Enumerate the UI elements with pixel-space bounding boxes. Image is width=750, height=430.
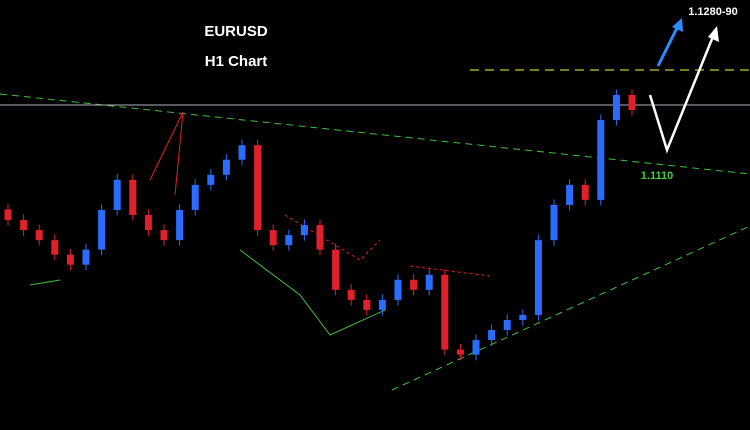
trend-line (391, 225, 750, 391)
candle-body (566, 184, 574, 205)
candle-body (113, 179, 121, 210)
candle-body (191, 184, 199, 210)
candle-body (425, 274, 433, 290)
candle-body (254, 145, 262, 231)
candle-body (347, 289, 355, 300)
candle-body (503, 319, 511, 331)
trend-line (0, 93, 750, 175)
candle-body (269, 230, 277, 246)
candle-body (82, 249, 90, 265)
candle-body (300, 225, 308, 236)
candle-body (51, 240, 59, 255)
pattern-line (239, 249, 386, 336)
pattern-line (149, 111, 184, 196)
pattern-line (29, 279, 61, 286)
candle-body (222, 159, 230, 175)
candle-body (534, 240, 542, 315)
pattern-line (409, 265, 491, 277)
candle-body (238, 145, 246, 160)
candle-body (472, 340, 480, 355)
candle-body (35, 230, 43, 241)
candle-body (98, 209, 106, 250)
chart-title: EURUSD (204, 23, 268, 40)
candle-body (628, 94, 636, 111)
candle-body (332, 249, 340, 290)
candle-body (363, 299, 371, 310)
candle-body (129, 179, 137, 215)
candle-body (66, 254, 74, 265)
target-label: 1.1280-90 (688, 6, 738, 18)
candle-body (378, 299, 386, 310)
candle-body (207, 174, 215, 185)
candle-body (488, 330, 496, 341)
candle-body (144, 215, 152, 231)
candle-body (612, 94, 620, 121)
candle-body (456, 349, 464, 355)
arrow-head (672, 18, 683, 32)
candle-body (285, 235, 293, 246)
candle-body (176, 209, 184, 241)
candles (4, 89, 636, 361)
chart-subtitle: H1 Chart (205, 53, 268, 70)
candle-body (160, 230, 168, 241)
arrow (648, 33, 716, 154)
candle-body (394, 279, 402, 300)
candle-body (20, 220, 28, 231)
arrow (656, 25, 680, 67)
candle-body (550, 204, 558, 241)
arrow-head (708, 26, 719, 42)
candle-body (581, 184, 589, 200)
level-label: 1.1110 (641, 170, 673, 182)
candle-body (410, 279, 418, 290)
candle-body (4, 209, 12, 221)
candle-body (441, 274, 449, 350)
candle-body (519, 314, 527, 320)
candle-body (316, 225, 324, 250)
candle-body (597, 120, 605, 200)
